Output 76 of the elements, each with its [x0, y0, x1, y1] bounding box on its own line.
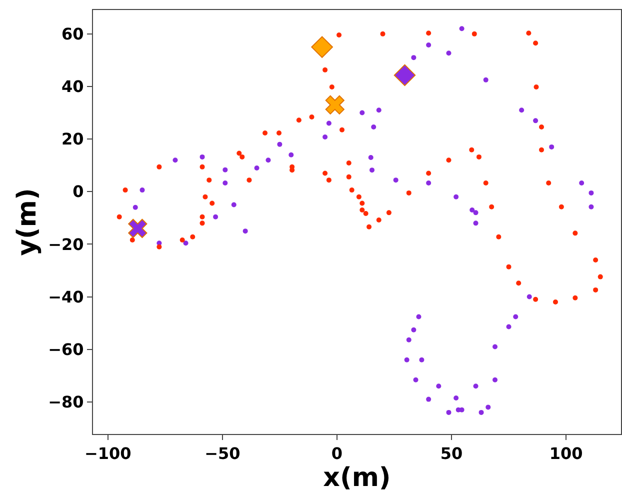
point	[231, 202, 236, 208]
point	[376, 108, 382, 113]
y-tick-label: −60	[48, 340, 84, 359]
point	[222, 180, 228, 186]
point	[454, 194, 459, 200]
point	[446, 50, 452, 56]
x-tick-label: 0	[331, 444, 343, 464]
point	[200, 154, 205, 160]
point	[473, 210, 478, 216]
point	[368, 154, 374, 160]
point	[459, 26, 464, 32]
x-tick-label: 50	[440, 444, 463, 464]
point	[473, 384, 478, 389]
point	[132, 204, 138, 210]
point	[406, 337, 412, 342]
point	[426, 42, 432, 48]
point	[526, 294, 532, 300]
point	[549, 144, 554, 150]
x-tick-label: −50	[204, 444, 240, 464]
point	[266, 158, 271, 163]
x-axis-title: x(m)	[323, 463, 391, 494]
point	[579, 180, 584, 186]
point	[322, 134, 328, 140]
point	[473, 220, 478, 226]
point	[588, 204, 594, 210]
y-tick-label: −40	[48, 287, 84, 306]
point	[411, 327, 416, 332]
point	[360, 110, 365, 116]
point	[172, 158, 178, 163]
point	[411, 55, 416, 60]
point	[371, 124, 376, 130]
point	[588, 190, 594, 196]
point	[325, 95, 344, 114]
point	[416, 314, 422, 320]
point	[183, 240, 188, 246]
point	[370, 168, 374, 173]
y-tick-label: −80	[48, 392, 84, 412]
point	[311, 36, 333, 58]
y-tick-label: 60	[62, 24, 84, 44]
point	[533, 118, 538, 124]
y-tick-label: 40	[62, 77, 84, 96]
point	[478, 410, 484, 415]
point	[222, 167, 228, 172]
y-tick-label: 0	[72, 182, 84, 202]
point	[486, 404, 491, 410]
point	[470, 208, 475, 213]
point	[506, 324, 512, 330]
point	[242, 228, 248, 234]
point	[456, 407, 461, 412]
point	[483, 77, 488, 82]
x-tick-label: −100	[84, 444, 132, 464]
point	[288, 152, 294, 158]
point	[519, 108, 524, 113]
point	[426, 180, 432, 186]
point	[492, 377, 498, 382]
y-tick-label: 20	[62, 130, 84, 149]
point	[213, 214, 218, 220]
point	[404, 357, 410, 362]
y-axis-title: y(m)	[12, 188, 43, 256]
point	[140, 188, 145, 193]
point	[446, 410, 452, 415]
point	[254, 165, 260, 170]
point	[454, 395, 459, 400]
point	[277, 142, 282, 147]
x-tick-label: 100	[549, 444, 583, 464]
point	[393, 178, 398, 183]
point	[436, 384, 442, 389]
point	[492, 344, 498, 350]
point	[394, 64, 416, 86]
point	[426, 396, 432, 402]
point	[128, 218, 148, 238]
point	[419, 357, 424, 362]
point	[413, 377, 418, 382]
point	[326, 120, 332, 126]
y-tick-label: −20	[48, 234, 84, 254]
point	[513, 314, 518, 320]
